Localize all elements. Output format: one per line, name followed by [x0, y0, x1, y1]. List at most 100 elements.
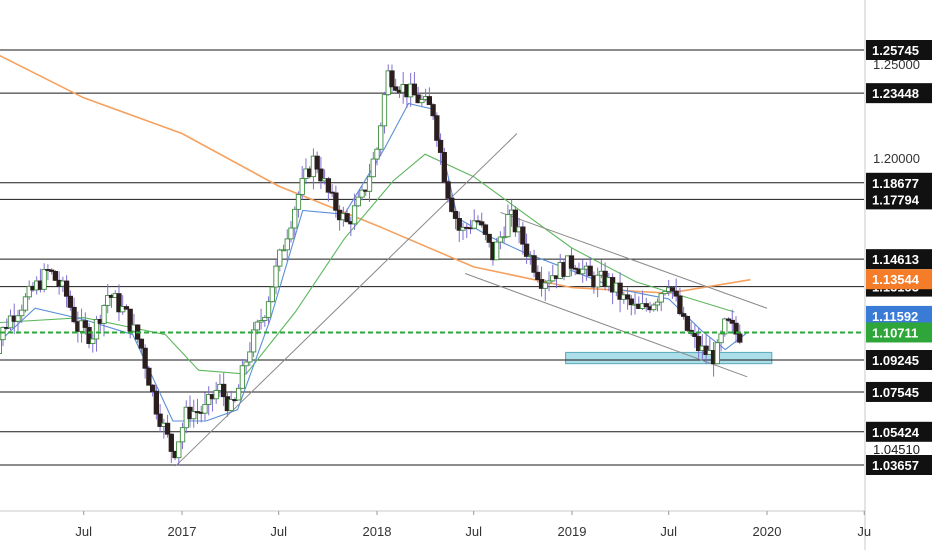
candle-67	[235, 384, 242, 401]
candle-59	[206, 386, 212, 416]
candle-81	[288, 220, 294, 243]
candle-body	[52, 270, 59, 281]
candle-74	[262, 315, 268, 327]
candle-8	[15, 309, 21, 334]
candle-11	[26, 280, 32, 300]
candle-55	[191, 399, 197, 428]
candle-41	[138, 338, 145, 353]
candle-body	[138, 338, 145, 349]
candle-201	[737, 324, 743, 345]
grid-layer	[0, 0, 866, 550]
candle-body	[351, 205, 358, 225]
candle-body	[684, 315, 691, 331]
candle-body	[202, 403, 208, 414]
candle-body	[213, 390, 219, 400]
level-label-box-2	[866, 172, 932, 193]
candle-68	[239, 358, 246, 389]
candle-body	[22, 296, 29, 311]
candle-body	[378, 125, 384, 150]
candle-80	[284, 229, 290, 262]
candle-body	[452, 211, 459, 219]
candle-body	[594, 274, 601, 288]
candle-body	[105, 294, 111, 306]
candle-body	[299, 178, 305, 195]
candle-body	[176, 441, 182, 459]
candle-122	[441, 147, 447, 183]
candle-78	[277, 248, 283, 272]
support-zone-layer	[565, 351, 773, 365]
candle-82	[292, 206, 298, 238]
candle-body	[673, 290, 679, 297]
level-label-2: 1.18677	[872, 176, 919, 191]
candle-body	[381, 94, 388, 127]
candle-61	[213, 381, 219, 404]
candle-44	[149, 384, 156, 397]
candle-184	[673, 278, 679, 302]
candle-body	[179, 427, 186, 443]
candle-body	[449, 197, 455, 212]
price-axis[interactable]: 1.25000 1.20000 1.04510 1.25745 1.23448 1.186…	[866, 40, 932, 475]
trendline-0	[175, 133, 518, 467]
candle-body	[733, 322, 739, 335]
candle-body	[127, 308, 133, 332]
candle-body	[19, 309, 25, 317]
candle-body	[168, 433, 174, 452]
candle-body	[250, 329, 257, 353]
candle-body	[471, 220, 477, 229]
candle-96	[344, 208, 350, 223]
candle-103	[370, 151, 376, 178]
candle-71	[250, 322, 257, 358]
candle-body	[535, 271, 541, 280]
candle-body	[333, 192, 339, 211]
candle-161	[587, 256, 593, 277]
candle-body	[258, 320, 264, 323]
candle-body	[643, 303, 649, 308]
candle-body	[681, 313, 687, 317]
candle-52	[179, 422, 186, 449]
candle-28	[90, 333, 96, 353]
candle-body	[149, 384, 156, 392]
candle-body	[228, 399, 234, 412]
highlight-label-box-0	[866, 269, 932, 290]
candle-83	[295, 191, 302, 218]
candle-15	[41, 263, 47, 293]
candle-body	[662, 290, 668, 295]
candle-76	[269, 286, 275, 303]
highlight-label-1: 1.11592	[872, 309, 918, 324]
candle-body	[295, 194, 302, 210]
candle-body	[239, 365, 246, 389]
time-tick-label-8: Ju	[857, 524, 871, 539]
candle-26	[82, 312, 88, 335]
time-tick-label-4: Jul	[465, 524, 482, 539]
candle-98	[351, 193, 358, 230]
candle-body	[247, 351, 253, 363]
candle-102	[366, 163, 373, 203]
candle-32	[105, 283, 111, 314]
candle-body	[280, 249, 287, 252]
level-label-8: 1.05424	[872, 425, 920, 440]
candle-114	[411, 72, 418, 96]
candle-69	[243, 359, 249, 375]
candle-body	[366, 176, 373, 192]
candle-48	[164, 414, 171, 438]
candle-141	[512, 206, 519, 237]
candle-73	[258, 308, 264, 330]
candle-10	[22, 293, 29, 313]
candle-29	[93, 315, 100, 352]
candle-181	[662, 290, 668, 296]
candle-88	[314, 151, 320, 174]
candle-115	[415, 86, 421, 104]
candle-body	[475, 220, 481, 223]
candle-body	[157, 413, 163, 427]
candle-51	[176, 441, 182, 466]
candle-151	[550, 264, 556, 283]
candle-186	[681, 306, 687, 320]
candle-body	[658, 293, 664, 303]
candle-176	[643, 297, 649, 312]
time-axis[interactable]: Jul 2017 Jul 2018 Jul 2019 Jul 2020 Ju	[75, 511, 871, 539]
candle-199	[729, 309, 735, 334]
level-label-1: 1.23448	[872, 86, 919, 101]
candle-body	[262, 316, 268, 321]
